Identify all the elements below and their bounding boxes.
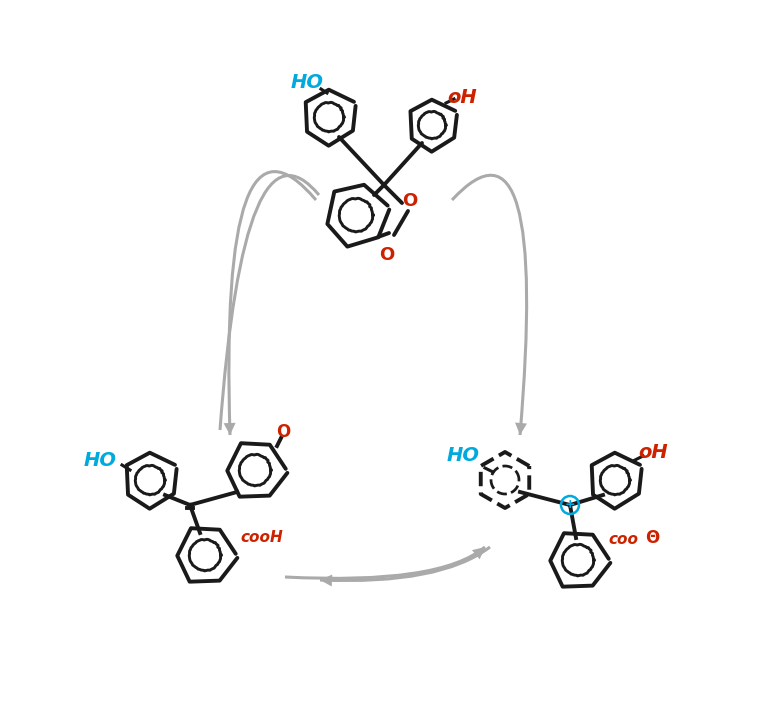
- Polygon shape: [515, 423, 527, 435]
- Text: cooH: cooH: [240, 530, 283, 545]
- Text: O: O: [402, 192, 418, 210]
- Text: O: O: [379, 246, 395, 264]
- Text: oH: oH: [447, 87, 477, 107]
- Text: O: O: [276, 423, 290, 441]
- Polygon shape: [472, 547, 485, 559]
- Text: HO: HO: [446, 445, 479, 465]
- Polygon shape: [223, 423, 236, 435]
- Text: HO: HO: [84, 450, 117, 470]
- Text: Θ: Θ: [645, 529, 659, 547]
- Polygon shape: [320, 575, 333, 586]
- Text: coo: coo: [608, 533, 638, 548]
- Text: +: +: [564, 498, 575, 511]
- Text: oH: oH: [638, 443, 668, 461]
- Text: HO: HO: [290, 72, 323, 92]
